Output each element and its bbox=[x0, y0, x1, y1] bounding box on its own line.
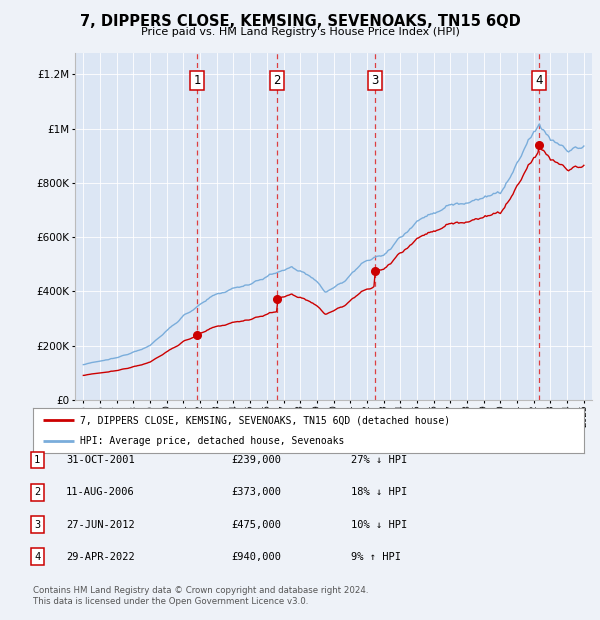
Text: This data is licensed under the Open Government Licence v3.0.: This data is licensed under the Open Gov… bbox=[33, 597, 308, 606]
Text: 7, DIPPERS CLOSE, KEMSING, SEVENOAKS, TN15 6QD (detached house): 7, DIPPERS CLOSE, KEMSING, SEVENOAKS, TN… bbox=[80, 415, 450, 425]
Text: 29-APR-2022: 29-APR-2022 bbox=[66, 552, 135, 562]
Text: 27-JUN-2012: 27-JUN-2012 bbox=[66, 520, 135, 529]
Text: 18% ↓ HPI: 18% ↓ HPI bbox=[351, 487, 407, 497]
Text: 10% ↓ HPI: 10% ↓ HPI bbox=[351, 520, 407, 529]
Text: £475,000: £475,000 bbox=[231, 520, 281, 529]
Text: 27% ↓ HPI: 27% ↓ HPI bbox=[351, 455, 407, 465]
Text: 4: 4 bbox=[34, 552, 40, 562]
Text: 11-AUG-2006: 11-AUG-2006 bbox=[66, 487, 135, 497]
Text: £239,000: £239,000 bbox=[231, 455, 281, 465]
Text: 1: 1 bbox=[194, 74, 201, 87]
Text: £373,000: £373,000 bbox=[231, 487, 281, 497]
Text: 2: 2 bbox=[273, 74, 281, 87]
Text: HPI: Average price, detached house, Sevenoaks: HPI: Average price, detached house, Seve… bbox=[80, 436, 344, 446]
Text: 3: 3 bbox=[34, 520, 40, 529]
Text: 7, DIPPERS CLOSE, KEMSING, SEVENOAKS, TN15 6QD: 7, DIPPERS CLOSE, KEMSING, SEVENOAKS, TN… bbox=[80, 14, 520, 29]
Text: 9% ↑ HPI: 9% ↑ HPI bbox=[351, 552, 401, 562]
Text: Price paid vs. HM Land Registry's House Price Index (HPI): Price paid vs. HM Land Registry's House … bbox=[140, 27, 460, 37]
Text: 2: 2 bbox=[34, 487, 40, 497]
Text: Contains HM Land Registry data © Crown copyright and database right 2024.: Contains HM Land Registry data © Crown c… bbox=[33, 586, 368, 595]
Text: 3: 3 bbox=[371, 74, 379, 87]
Text: £940,000: £940,000 bbox=[231, 552, 281, 562]
Text: 1: 1 bbox=[34, 455, 40, 465]
Text: 4: 4 bbox=[536, 74, 543, 87]
Text: 31-OCT-2001: 31-OCT-2001 bbox=[66, 455, 135, 465]
